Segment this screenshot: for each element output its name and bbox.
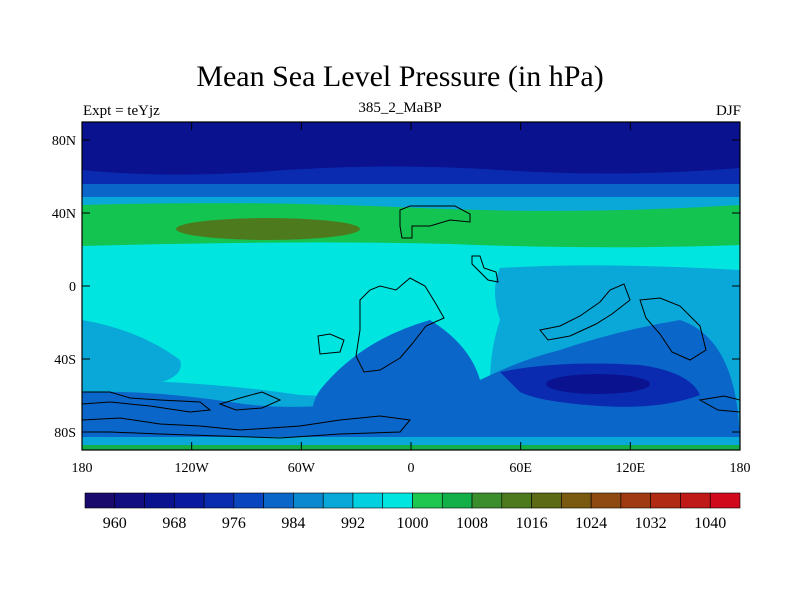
colorbar-swatch — [441, 492, 473, 509]
lon-tick-label: 120E — [616, 461, 646, 476]
colorbar-swatch — [650, 492, 681, 509]
lat-tick-label: 40S — [54, 353, 76, 368]
colorbar-swatch — [680, 492, 711, 509]
colorbar-swatch — [561, 492, 592, 509]
colorbar-label: 976 — [222, 515, 246, 532]
colorbar-label: 1000 — [397, 515, 429, 532]
colorbar-swatch — [501, 492, 532, 509]
coast-asia-east — [539, 283, 631, 341]
colorbar-swatch — [471, 492, 503, 509]
lon-tick-label: 60W — [288, 461, 316, 476]
coast-antarctica — [82, 415, 411, 439]
southwest-low — [82, 391, 330, 450]
longitude-axis: 180 120W 60W 0 60E 120E 180 — [72, 122, 751, 476]
tropical-band — [82, 248, 740, 262]
latitude-axis: 80N 40N 0 40S 80S — [52, 134, 740, 441]
colorbar-swatch — [709, 492, 741, 509]
colorbar-swatch — [144, 492, 175, 509]
experiment-label: Expt = teYjz — [83, 103, 160, 119]
lat-tick-label: 40N — [52, 207, 76, 222]
colorbar-label: 1016 — [516, 515, 548, 532]
coastlines — [82, 205, 740, 439]
colorbar-swatch — [233, 492, 264, 509]
pressure-field — [82, 122, 740, 450]
chart-subtitle: 385_2_MaBP — [358, 100, 442, 116]
lon-tick-label: 0 — [408, 461, 415, 476]
colorbar-swatch — [114, 492, 145, 509]
lat-tick-label: 80N — [52, 134, 76, 149]
band-north-deep — [82, 122, 740, 175]
bottom-band-a — [82, 437, 740, 445]
west-light-blue — [82, 320, 181, 390]
colorbar: 960 968 976 984 992 1000 1008 1016 1024 1032 1040 — [84, 492, 741, 532]
lon-tick-label: 60E — [509, 461, 532, 476]
colorbar-label: 960 — [103, 515, 127, 532]
season-label: DJF — [715, 103, 741, 119]
high-center — [176, 218, 360, 240]
colorbar-swatch — [382, 492, 413, 509]
colorbar-swatch — [412, 492, 443, 509]
coast-south-b — [218, 391, 282, 411]
coast-south-a — [82, 391, 212, 413]
lon-tick-label: 120W — [175, 461, 210, 476]
colorbar-label: 1032 — [635, 515, 667, 532]
colorbar-swatch — [322, 492, 354, 509]
colorbar-swatch — [293, 492, 324, 509]
colorbar-label: 968 — [162, 515, 186, 532]
lon-tick-label: 180 — [72, 461, 93, 476]
deep-low-center — [546, 374, 650, 394]
colorbar-label: 984 — [281, 515, 305, 532]
colorbar-swatch — [590, 492, 622, 509]
colorbar-swatch — [263, 492, 294, 509]
lat-tick-label: 80S — [54, 426, 76, 441]
colorbar-label: 1024 — [575, 515, 607, 532]
colorbar-swatch — [203, 492, 235, 509]
coast-arabia — [471, 255, 499, 283]
colorbar-swatch — [620, 492, 651, 509]
coast-island — [317, 333, 345, 355]
colorbar-label: 1040 — [694, 515, 726, 532]
colorbar-swatch — [84, 492, 116, 509]
colorbar-swatch — [352, 492, 384, 509]
lon-tick-label: 180 — [730, 461, 751, 476]
coast-south-east — [698, 395, 740, 413]
colorbar-swatch — [174, 492, 205, 509]
band-green-high — [82, 203, 740, 248]
chart-title: Mean Sea Level Pressure (in hPa) — [196, 60, 604, 93]
coast-australia — [639, 297, 707, 361]
coast-europe — [399, 205, 471, 239]
colorbar-swatch — [531, 492, 562, 509]
colorbar-label: 992 — [341, 515, 365, 532]
lat-tick-label: 0 — [69, 280, 76, 295]
coast-africa — [355, 277, 445, 373]
colorbar-label: 1008 — [456, 515, 488, 532]
